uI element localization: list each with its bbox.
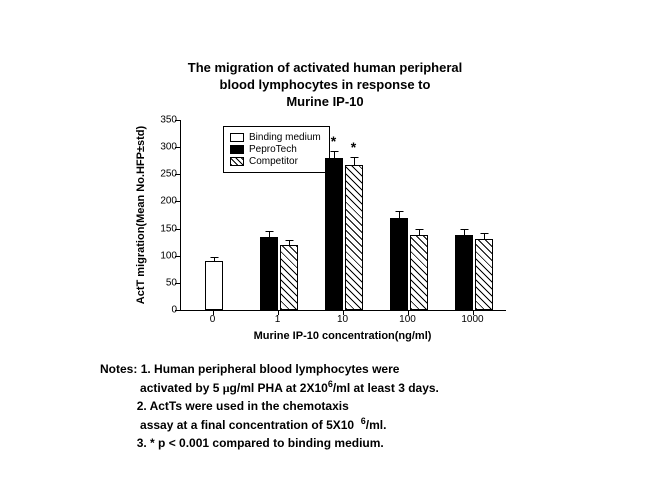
ytick-mark (175, 283, 180, 284)
xtick-mark (213, 310, 214, 315)
legend-swatch-binding (230, 133, 244, 142)
error-bar (289, 241, 290, 245)
x-axis-label: Murine IP-10 concentration(ng/ml) (180, 330, 505, 342)
ytick-label: 0 (147, 305, 177, 316)
ytick-mark (175, 147, 180, 148)
xtick-mark (278, 310, 279, 315)
xtick-mark (473, 310, 474, 315)
xtick-label: 10 (337, 314, 348, 325)
note-3: 3. * p < 0.001 compared to binding mediu… (137, 436, 384, 450)
error-cap (330, 151, 338, 152)
error-cap (265, 231, 273, 232)
error-bar (269, 232, 270, 236)
ytick-label: 350 (147, 115, 177, 126)
ytick-label: 300 (147, 142, 177, 153)
bar (390, 218, 408, 310)
note-1b-mid: g/ml PHA at 2X10 (230, 381, 328, 395)
legend-label-pepro: PeproTech (249, 144, 297, 155)
error-bar (464, 230, 465, 235)
significance-star: * (331, 133, 336, 149)
xtick-label: 100 (399, 314, 416, 325)
note-1b-post: /ml at least 3 days. (333, 381, 439, 395)
xtick-mark (343, 310, 344, 315)
error-bar (484, 234, 485, 239)
legend-label-binding: Binding medium (249, 132, 321, 143)
ytick-label: 100 (147, 250, 177, 261)
ytick-label: 250 (147, 169, 177, 180)
notes-block: Notes: 1. Human peripheral blood lymphoc… (100, 360, 439, 452)
figure-container: The migration of activated human periphe… (0, 0, 650, 502)
legend-box: Binding medium PeproTech Competitor (223, 126, 330, 173)
xtick-mark (408, 310, 409, 315)
ytick-mark (175, 229, 180, 230)
xtick-label: 1000 (461, 314, 483, 325)
xtick-label: 1 (275, 314, 281, 325)
ytick-mark (175, 174, 180, 175)
note-2b-pre: assay at a final concentration of 5X10 (140, 418, 354, 432)
legend-swatch-comp (230, 157, 244, 166)
chart-area: ActT migration(Mean No.HFP±std) Binding … (145, 120, 505, 330)
note-2b-post: /ml. (366, 418, 387, 432)
note-1a: 1. Human peripheral blood lymphocytes we… (141, 362, 400, 376)
bar (280, 245, 298, 310)
ytick-label: 200 (147, 196, 177, 207)
title-line2: blood lymphocytes in response to (220, 77, 431, 92)
legend-item-comp: Competitor (230, 156, 321, 167)
error-cap (395, 211, 403, 212)
error-bar (399, 212, 400, 217)
plot-region: Binding medium PeproTech Competitor * * (180, 120, 506, 311)
legend-swatch-pepro (230, 145, 244, 154)
error-cap (210, 257, 218, 258)
bar (325, 158, 343, 310)
error-cap (350, 157, 358, 158)
title-line1: The migration of activated human periphe… (188, 60, 463, 75)
significance-star: * (351, 139, 356, 155)
error-cap (415, 229, 423, 230)
ytick-mark (175, 256, 180, 257)
error-cap (480, 233, 488, 234)
ytick-mark (175, 310, 180, 311)
bar (205, 261, 223, 310)
bar (345, 165, 363, 310)
legend-item-binding: Binding medium (230, 132, 321, 143)
error-bar (354, 158, 355, 165)
bar (455, 235, 473, 310)
error-bar (419, 230, 420, 235)
title-line3: Murine IP-10 (286, 94, 363, 109)
ytick-label: 50 (147, 277, 177, 288)
error-cap (285, 240, 293, 241)
ytick-mark (175, 120, 180, 121)
ytick-mark (175, 201, 180, 202)
xtick-label: 0 (210, 314, 216, 325)
chart-title: The migration of activated human periphe… (0, 60, 650, 111)
error-cap (460, 229, 468, 230)
ytick-label: 150 (147, 223, 177, 234)
error-bar (334, 152, 335, 159)
note-2a: 2. ActTs were used in the chemotaxis (137, 399, 349, 413)
legend-label-comp: Competitor (249, 156, 298, 167)
bar (410, 235, 428, 310)
legend-item-pepro: PeproTech (230, 144, 321, 155)
bar (260, 237, 278, 310)
note-1b-pre: activated by 5 (140, 381, 223, 395)
error-bar (214, 258, 215, 261)
y-axis-label: ActT migration(Mean No.HFP±std) (135, 126, 147, 304)
notes-prefix: Notes: (100, 362, 137, 376)
bar (475, 239, 493, 310)
note-1b-mu: μ (223, 381, 230, 395)
